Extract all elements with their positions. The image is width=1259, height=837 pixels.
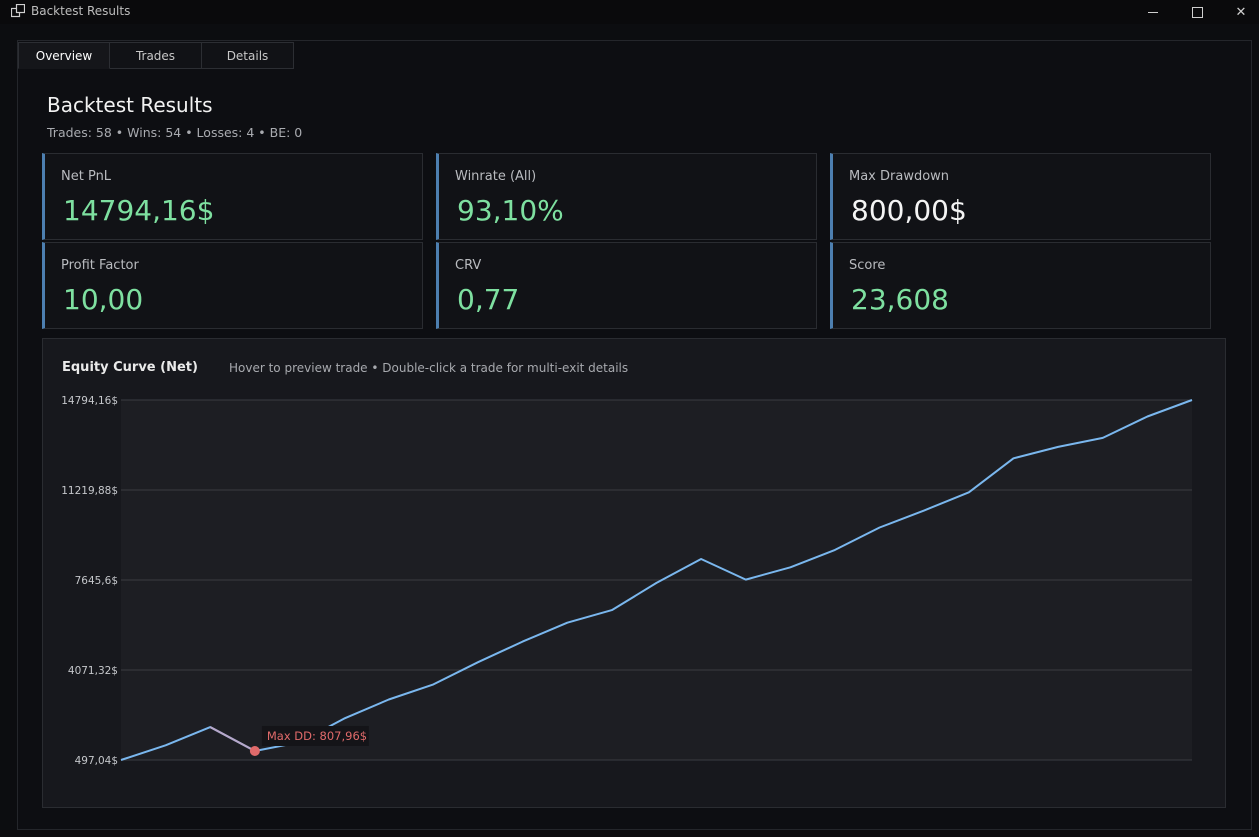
y-tick-label: 11219,88$ <box>61 485 118 497</box>
equity-point[interactable] <box>430 681 436 687</box>
close-icon: ✕ <box>1235 4 1247 20</box>
kpi-card-profit-factor: Profit Factor 10,00 <box>42 242 423 329</box>
max-dd-label-bg <box>261 725 369 746</box>
maximize-button[interactable] <box>1174 0 1220 24</box>
kpi-label: Winrate (All) <box>455 169 537 184</box>
page-subtitle: Trades: 58 • Wins: 54 • Losses: 4 • BE: … <box>47 125 303 140</box>
equity-point[interactable] <box>609 607 615 613</box>
equity-point[interactable] <box>1144 413 1150 419</box>
chart-hint: Hover to preview trade • Double-click a … <box>229 361 629 375</box>
tab-overview[interactable]: Overview <box>18 42 110 69</box>
kpi-card-score: Score 23,608 <box>830 242 1211 329</box>
equity-point[interactable] <box>118 757 124 763</box>
page-title: Backtest Results <box>47 93 213 117</box>
equity-chart[interactable]: 14794,16$ 11219,88$ 7645,6$ 4071,32$ 497,04$… <box>42 338 1226 808</box>
y-tick-label: 497,04$ <box>75 755 118 767</box>
equity-point[interactable] <box>743 577 749 583</box>
kpi-label: CRV <box>455 258 482 273</box>
kpi-value: 0,77 <box>457 283 520 316</box>
equity-point[interactable] <box>698 556 704 562</box>
kpi-value: 14794,16$ <box>63 194 215 227</box>
kpi-label: Max Drawdown <box>849 169 950 184</box>
equity-point[interactable] <box>832 547 838 553</box>
max-dd-label: Max DD: 807,96$ <box>267 729 367 743</box>
window-title: Backtest Results <box>31 4 131 18</box>
chart-title: Equity Curve (Net) <box>62 360 198 375</box>
equity-point[interactable] <box>654 580 660 586</box>
y-tick-label: 7645,6$ <box>75 575 118 587</box>
window-titlebar: Backtest Results ✕ <box>0 0 1259 24</box>
equity-point[interactable] <box>1011 455 1017 461</box>
equity-point[interactable] <box>1100 435 1106 441</box>
drawdown-segment <box>209 726 256 752</box>
equity-point[interactable] <box>520 639 526 645</box>
kpi-label: Net PnL <box>61 169 112 184</box>
equity-point[interactable] <box>341 716 347 722</box>
equity-point[interactable] <box>787 564 793 570</box>
equity-point[interactable] <box>877 525 883 531</box>
tab-trades[interactable]: Trades <box>110 42 202 69</box>
maximize-icon <box>1191 6 1203 18</box>
minimize-button[interactable] <box>1130 0 1176 24</box>
equity-point[interactable] <box>966 489 972 495</box>
tab-bar: Overview Trades Details <box>18 42 294 69</box>
kpi-label: Score <box>849 258 886 273</box>
app-window-icon <box>11 4 25 18</box>
equity-point[interactable] <box>1055 444 1061 450</box>
equity-point[interactable] <box>1189 397 1195 403</box>
equity-point[interactable] <box>163 742 169 748</box>
close-button[interactable]: ✕ <box>1218 0 1259 24</box>
kpi-card-winrate: Winrate (All) 93,10% <box>436 153 817 240</box>
kpi-value: 800,00$ <box>851 194 967 227</box>
y-tick-label: 4071,32$ <box>68 665 118 677</box>
max-dd-marker <box>249 745 260 756</box>
kpi-value: 23,608 <box>851 283 949 316</box>
equity-point[interactable] <box>475 659 481 665</box>
kpi-label: Profit Factor <box>61 258 139 273</box>
y-tick-label: 14794,16$ <box>61 395 118 407</box>
minimize-icon <box>1148 11 1158 13</box>
equity-point[interactable] <box>564 620 570 626</box>
equity-point[interactable] <box>921 507 927 513</box>
tab-details[interactable]: Details <box>202 42 294 69</box>
kpi-value: 10,00 <box>63 283 144 316</box>
kpi-card-net-pnl: Net PnL 14794,16$ <box>42 153 423 240</box>
kpi-card-max-drawdown: Max Drawdown 800,00$ <box>830 153 1211 240</box>
equity-point[interactable] <box>207 724 213 730</box>
kpi-value: 93,10% <box>457 194 564 227</box>
kpi-card-crv: CRV 0,77 <box>436 242 817 329</box>
equity-point[interactable] <box>386 696 392 702</box>
